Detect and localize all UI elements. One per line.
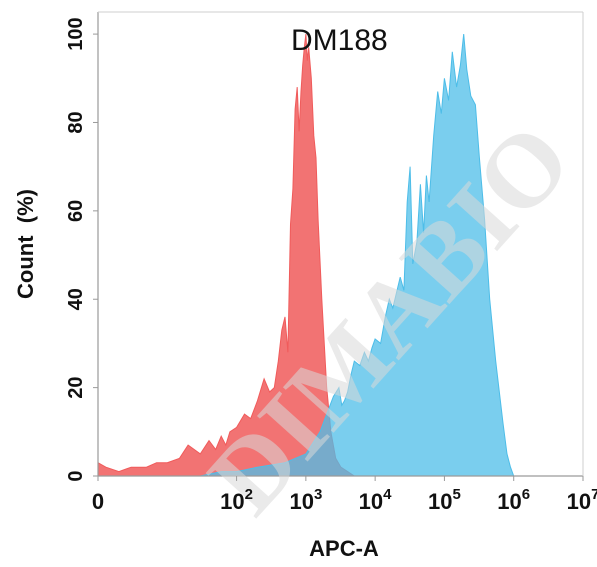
x-tick-label: 106 [497, 486, 530, 514]
x-tick-label: 107 [567, 486, 597, 514]
y-tick-label: 100 [65, 17, 87, 50]
x-axis-ticks: 0 102 103 104 105 106 107 [92, 476, 597, 514]
y-tick-label: 60 [65, 200, 87, 222]
y-tick-label: 0 [65, 470, 87, 481]
y-tick-label: 80 [65, 111, 87, 133]
x-tick-exponent: 5 [452, 486, 460, 503]
x-tick-exponent: 2 [245, 486, 253, 503]
x-tick-label: 105 [428, 486, 461, 514]
x-tick-label: 104 [359, 486, 392, 514]
x-tick-label: 103 [289, 486, 322, 514]
x-axis-label: APC-A [309, 536, 379, 561]
series-area-1 [97, 34, 356, 477]
histogram-areas [97, 34, 515, 477]
y-tick-label: 20 [65, 376, 87, 398]
y-axis-ticks: 0 20 40 60 80 100 [65, 17, 98, 482]
x-tick-exponent: 3 [314, 486, 322, 503]
series-area-2 [200, 34, 515, 477]
x-tick-exponent: 4 [383, 486, 392, 503]
chart-title: DM188 [291, 24, 388, 57]
y-axis-label: Count (%) [13, 189, 38, 299]
x-tick-exponent: 7 [591, 486, 597, 503]
y-tick-label: 40 [65, 288, 87, 310]
x-tick-label: 0 [92, 489, 104, 514]
plot-frame [97, 11, 584, 477]
x-tick-exponent: 6 [522, 486, 530, 503]
